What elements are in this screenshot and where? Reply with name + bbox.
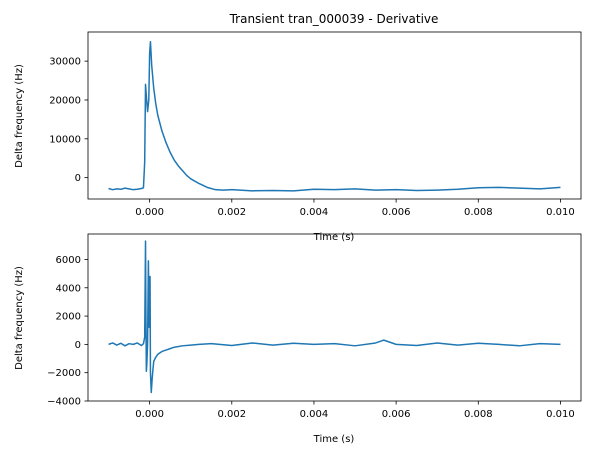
top-y-tick-label: 0 xyxy=(75,173,81,184)
bottom-y-tick-label: 6000 xyxy=(56,255,81,266)
bottom-x-tick-label: 0.010 xyxy=(546,409,575,420)
top-y-tick-label: 30000 xyxy=(49,57,81,68)
top-x-tick-label: 0.008 xyxy=(464,207,493,218)
top-axes-frame xyxy=(87,31,582,200)
bottom-x-tick-label: 0.008 xyxy=(464,409,493,420)
bottom-series xyxy=(108,240,561,394)
bottom-x-axis-label: Time (s) xyxy=(313,434,355,445)
bottom-x-tick-label: 0.002 xyxy=(217,409,246,420)
top-x-tick-label: 0.010 xyxy=(546,207,575,218)
bottom-y-tick-label: 0 xyxy=(75,340,81,351)
top-x-tick-label: 0.004 xyxy=(300,207,329,218)
top-y-tick-label: 20000 xyxy=(49,95,81,106)
top-ticks: 0.000 0.002 0.004 0.006 0.008 0.010 0 10000 2000… xyxy=(49,57,575,218)
top-x-axis-label: Time (s) xyxy=(313,232,355,243)
chart-title: Transient tran_000039 - Derivative xyxy=(229,12,439,26)
top-subplot: Transient tran_000039 - Derivative 0.000… xyxy=(14,12,582,243)
bottom-series-line xyxy=(108,240,561,394)
bottom-x-tick-label: 0.004 xyxy=(300,409,329,420)
top-series xyxy=(108,40,561,192)
bottom-ticks: 0.000 0.002 0.004 0.006 0.008 0.010 −4000 −2000… xyxy=(47,255,575,420)
bottom-y-tick-label: 2000 xyxy=(56,312,81,323)
bottom-y-tick-label: −4000 xyxy=(47,397,81,408)
bottom-y-tick-label: 4000 xyxy=(56,283,81,294)
top-series-line xyxy=(108,40,561,192)
top-y-tick-label: 10000 xyxy=(49,134,81,145)
top-x-tick-label: 0.002 xyxy=(217,207,246,218)
top-y-axis-label: Delta frequency (Hz) xyxy=(14,64,25,168)
bottom-x-tick-label: 0.000 xyxy=(135,409,164,420)
bottom-y-tick-label: −2000 xyxy=(47,368,81,379)
top-x-tick-label: 0.000 xyxy=(135,207,164,218)
bottom-subplot: 0.000 0.002 0.004 0.006 0.008 0.010 −4000 −2000… xyxy=(14,233,582,445)
top-x-tick-label: 0.006 xyxy=(382,207,411,218)
bottom-y-axis-label: Delta frequency (Hz) xyxy=(14,266,25,370)
bottom-axes-frame xyxy=(87,233,582,402)
bottom-x-tick-label: 0.006 xyxy=(382,409,411,420)
